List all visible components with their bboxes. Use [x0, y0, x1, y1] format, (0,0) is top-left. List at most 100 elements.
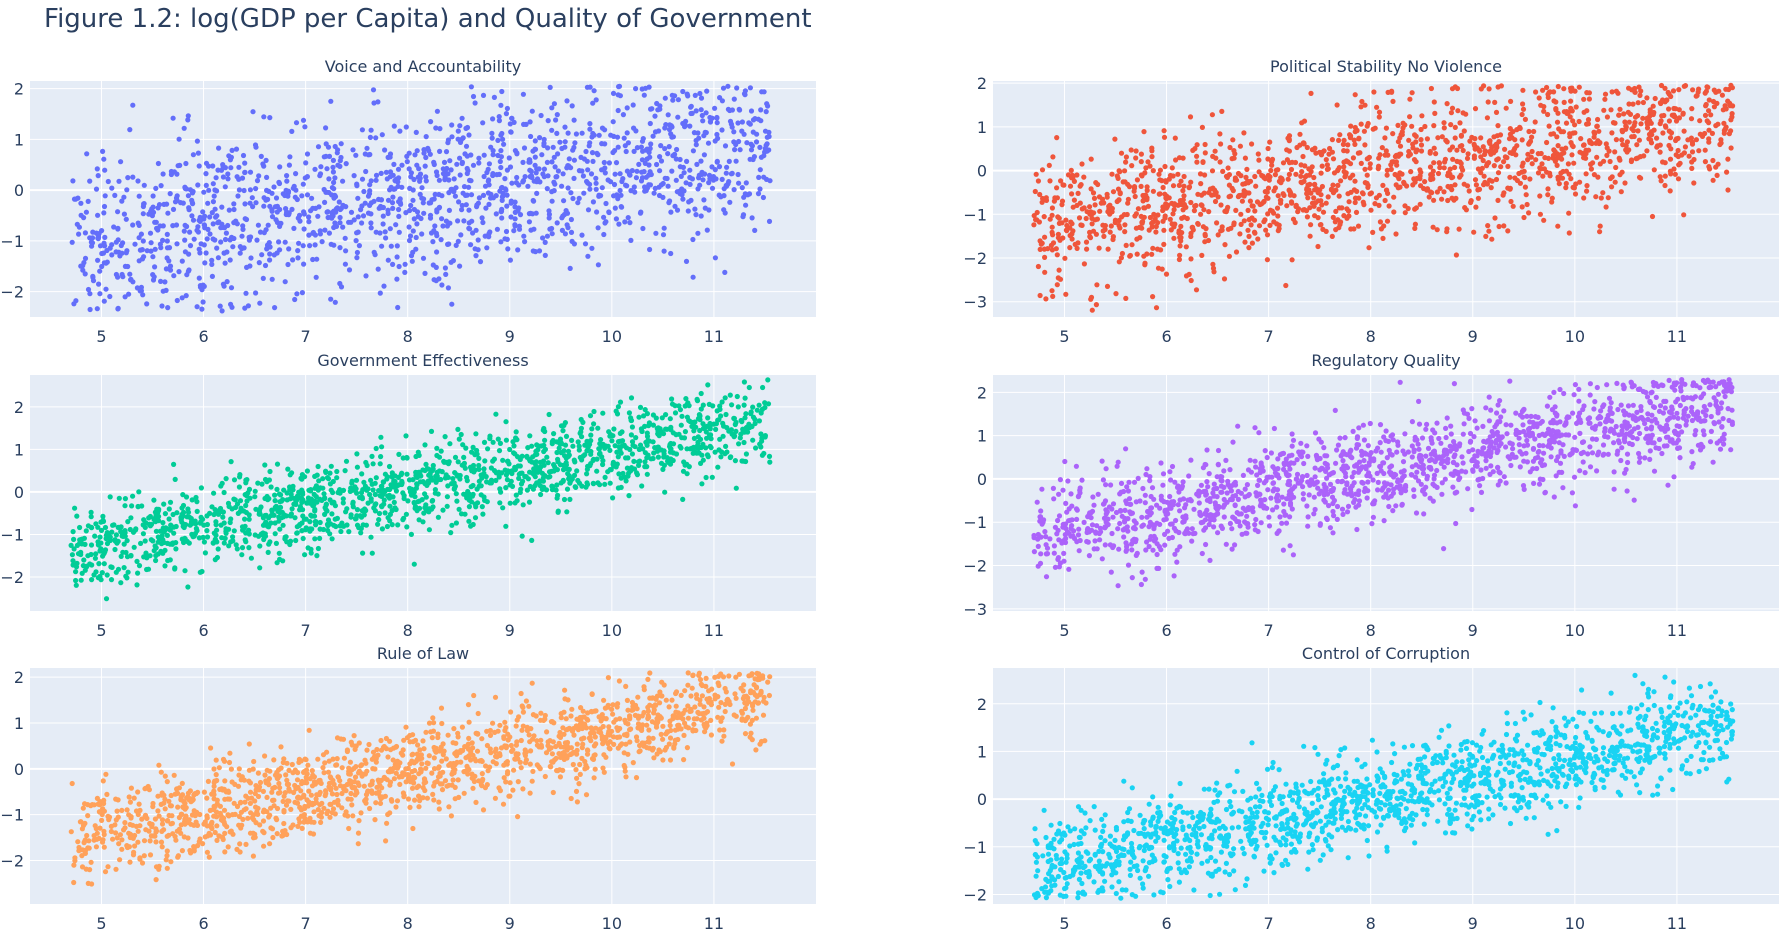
data-point — [1526, 128, 1532, 135]
data-point — [174, 241, 180, 247]
data-point — [585, 207, 592, 213]
data-point — [571, 472, 578, 478]
data-point — [686, 464, 692, 470]
data-point — [453, 242, 459, 248]
data-point — [99, 570, 105, 576]
data-point — [687, 446, 693, 452]
data-point — [670, 457, 676, 464]
data-point — [1230, 137, 1236, 143]
data-point — [252, 488, 258, 494]
data-point — [476, 462, 482, 469]
data-point — [182, 237, 188, 243]
data-point — [1576, 118, 1582, 125]
data-point — [391, 186, 397, 192]
data-point — [1528, 154, 1534, 160]
data-point — [421, 150, 427, 156]
data-point — [468, 242, 474, 248]
data-point — [1374, 104, 1380, 110]
data-point — [155, 205, 161, 211]
data-point — [1384, 167, 1390, 173]
data-point — [476, 466, 482, 472]
data-point — [1338, 178, 1344, 184]
data-point — [396, 206, 402, 213]
data-point — [565, 225, 571, 231]
data-point — [222, 184, 228, 190]
x-tick-label: 5 — [1059, 327, 1069, 346]
data-point — [640, 148, 646, 154]
data-point — [540, 171, 546, 177]
data-point — [130, 222, 136, 228]
data-point — [1345, 208, 1352, 214]
data-point — [247, 169, 254, 175]
x-tick-label: 9 — [1468, 327, 1478, 346]
data-point — [1668, 146, 1674, 152]
data-point — [1533, 157, 1539, 163]
data-point — [581, 190, 587, 196]
data-point — [140, 531, 146, 537]
data-point — [1222, 242, 1228, 248]
data-point — [444, 494, 450, 500]
data-point — [622, 143, 628, 149]
data-point — [742, 88, 749, 94]
data-point — [693, 212, 699, 218]
data-point — [1087, 229, 1093, 235]
data-point — [517, 463, 523, 469]
data-point — [1327, 145, 1333, 152]
data-point — [541, 142, 547, 149]
data-point — [384, 523, 390, 530]
data-point — [224, 279, 230, 285]
data-point — [521, 233, 527, 239]
data-point — [1485, 99, 1491, 105]
data-point — [668, 209, 674, 215]
data-point — [656, 192, 663, 199]
data-point — [453, 491, 459, 497]
data-point — [121, 565, 127, 571]
data-point — [1037, 246, 1043, 252]
data-point — [144, 301, 150, 307]
data-point — [338, 528, 344, 535]
data-point — [186, 267, 192, 273]
data-point — [1554, 119, 1561, 125]
data-point — [285, 466, 291, 472]
data-point — [1125, 200, 1131, 206]
data-point — [1439, 196, 1445, 202]
data-point — [638, 426, 645, 432]
y-tick-label: −3 — [963, 600, 987, 619]
data-point — [306, 214, 312, 220]
data-point — [662, 146, 668, 152]
data-point — [253, 506, 259, 512]
data-point — [1555, 176, 1561, 182]
data-point — [1721, 120, 1727, 126]
data-point — [285, 261, 291, 268]
data-point — [340, 224, 346, 230]
data-point — [1212, 187, 1218, 193]
data-point — [1662, 173, 1668, 179]
data-point — [1162, 215, 1168, 221]
data-point — [439, 282, 445, 288]
data-point — [313, 483, 319, 489]
data-point — [277, 164, 283, 170]
data-point — [1644, 125, 1651, 131]
data-point — [132, 527, 139, 533]
data-point — [1644, 119, 1650, 125]
data-point — [667, 416, 673, 422]
data-point — [290, 257, 296, 263]
data-point — [1447, 171, 1453, 177]
data-point — [232, 497, 238, 503]
data-point — [243, 290, 249, 296]
data-point — [1388, 166, 1394, 172]
data-point — [1366, 245, 1372, 251]
data-point — [387, 187, 393, 193]
data-point — [391, 123, 397, 129]
data-point — [1037, 292, 1043, 299]
data-point — [1722, 126, 1728, 132]
data-point — [445, 474, 451, 480]
data-point — [385, 197, 392, 203]
data-point — [717, 403, 723, 409]
data-point — [340, 178, 346, 184]
data-point — [728, 427, 735, 433]
data-point — [432, 191, 438, 197]
data-point — [307, 519, 313, 525]
data-point — [1554, 162, 1560, 168]
data-point — [315, 545, 321, 552]
